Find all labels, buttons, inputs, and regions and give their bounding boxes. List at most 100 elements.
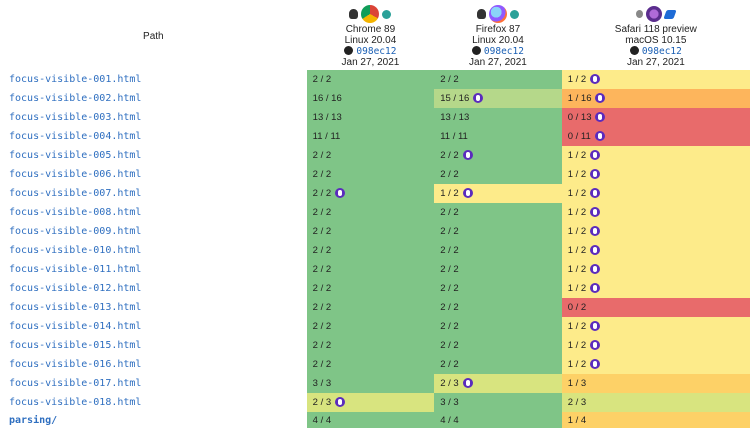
result-cell[interactable]: 1 / 2	[561, 241, 750, 260]
test-path-link[interactable]: focus-visible-016.html	[9, 359, 142, 370]
result-cell[interactable]: 13 / 13	[434, 108, 562, 127]
result-cell[interactable]: 1 / 16	[561, 89, 750, 108]
result-cell[interactable]: 2 / 2	[306, 336, 435, 355]
test-path-link[interactable]: focus-visible-003.html	[9, 112, 142, 123]
result-cell[interactable]: 2 / 2	[306, 241, 435, 260]
test-path-link[interactable]: focus-visible-017.html	[9, 378, 142, 389]
result-cell[interactable]: 1 / 2	[561, 279, 750, 298]
test-path-link[interactable]: focus-visible-006.html	[9, 169, 142, 180]
bug-icon[interactable]	[590, 74, 601, 84]
result-cell[interactable]: 16 / 16	[306, 89, 435, 108]
bug-icon[interactable]	[590, 283, 601, 293]
result-cell[interactable]: 1 / 2	[561, 184, 750, 203]
result-cell[interactable]: 1 / 2	[561, 355, 750, 374]
result-cell[interactable]: 0 / 11	[561, 127, 750, 146]
test-path-link[interactable]: focus-visible-005.html	[9, 150, 142, 161]
result-cell[interactable]: 2 / 2	[434, 146, 562, 165]
test-path-link[interactable]: focus-visible-013.html	[9, 302, 142, 313]
result-cell[interactable]: 1 / 2	[561, 317, 750, 336]
result-cell[interactable]: 0 / 13	[561, 108, 750, 127]
test-path-link[interactable]: focus-visible-007.html	[9, 188, 142, 199]
test-path-link[interactable]: focus-visible-002.html	[9, 93, 142, 104]
commit-link[interactable]: 098ec12	[641, 46, 682, 57]
bug-icon[interactable]	[595, 93, 606, 103]
directory-link[interactable]: parsing/	[9, 414, 58, 426]
result-cell[interactable]: 2 / 3	[306, 393, 435, 412]
bug-icon[interactable]	[595, 112, 606, 122]
result-cell[interactable]: 2 / 2	[434, 222, 562, 241]
result-cell[interactable]: 2 / 3	[561, 393, 750, 412]
result-cell[interactable]: 11 / 11	[434, 127, 562, 146]
result-cell[interactable]: 2 / 2	[306, 355, 435, 374]
result-cell[interactable]: 1 / 2	[561, 222, 750, 241]
bug-icon[interactable]	[590, 264, 601, 274]
result-cell[interactable]: 2 / 2	[306, 317, 435, 336]
result-cell[interactable]: 3 / 3	[306, 374, 435, 393]
bug-icon[interactable]	[590, 207, 601, 217]
test-path-link[interactable]: focus-visible-014.html	[9, 321, 142, 332]
bug-icon[interactable]	[594, 131, 605, 141]
result-cell[interactable]: 2 / 2	[434, 298, 562, 317]
test-path-link[interactable]: focus-visible-011.html	[9, 264, 142, 275]
result-cell[interactable]: 13 / 13	[306, 108, 435, 127]
test-path-link[interactable]: focus-visible-004.html	[9, 131, 142, 142]
result-cell[interactable]: 2 / 2	[306, 70, 435, 89]
result-cell[interactable]: 4 / 4	[434, 412, 562, 428]
result-cell[interactable]: 2 / 2	[434, 317, 562, 336]
result-cell[interactable]: 2 / 2	[434, 336, 562, 355]
result-cell[interactable]: 2 / 2	[306, 222, 435, 241]
test-path-link[interactable]: focus-visible-012.html	[9, 283, 142, 294]
bug-icon[interactable]	[590, 359, 601, 369]
result-cell[interactable]: 2 / 2	[306, 165, 435, 184]
result-cell[interactable]: 1 / 2	[561, 165, 750, 184]
test-path-link[interactable]: focus-visible-008.html	[9, 207, 142, 218]
bug-icon[interactable]	[590, 169, 601, 179]
result-cell[interactable]: 1 / 2	[561, 203, 750, 222]
bug-icon[interactable]	[590, 245, 601, 255]
result-cell[interactable]: 0 / 2	[561, 298, 750, 317]
bug-icon[interactable]	[335, 397, 346, 407]
result-cell[interactable]: 1 / 2	[561, 336, 750, 355]
commit-link[interactable]: 098ec12	[356, 46, 397, 57]
result-cell[interactable]: 11 / 11	[306, 127, 435, 146]
result-cell[interactable]: 1 / 2	[561, 146, 750, 165]
result-cell[interactable]: 2 / 2	[434, 203, 562, 222]
result-cell[interactable]: 1 / 4	[561, 412, 750, 428]
result-cell[interactable]: 2 / 2	[306, 146, 435, 165]
bug-icon[interactable]	[590, 150, 601, 160]
result-cell[interactable]: 2 / 2	[306, 184, 435, 203]
result-cell[interactable]: 2 / 2	[434, 165, 562, 184]
result-cell[interactable]: 2 / 2	[434, 355, 562, 374]
test-path-link[interactable]: focus-visible-010.html	[9, 245, 142, 256]
result-cell[interactable]: 1 / 3	[561, 374, 750, 393]
bug-icon[interactable]	[462, 378, 473, 388]
result-cell[interactable]: 4 / 4	[306, 412, 435, 428]
result-cell[interactable]: 1 / 2	[561, 70, 750, 89]
bug-icon[interactable]	[335, 188, 346, 198]
result-cell[interactable]: 15 / 16	[434, 89, 562, 108]
result-cell[interactable]: 2 / 2	[306, 279, 435, 298]
result-cell[interactable]: 2 / 2	[306, 298, 435, 317]
test-path-link[interactable]: focus-visible-015.html	[9, 340, 142, 351]
result-cell[interactable]: 3 / 3	[434, 393, 562, 412]
bug-icon[interactable]	[590, 321, 601, 331]
result-cell[interactable]: 2 / 2	[434, 260, 562, 279]
result-cell[interactable]: 1 / 2	[434, 184, 562, 203]
result-cell[interactable]: 2 / 2	[434, 70, 562, 89]
result-cell[interactable]: 2 / 3	[434, 374, 562, 393]
bug-icon[interactable]	[473, 93, 484, 103]
result-cell[interactable]: 2 / 2	[306, 203, 435, 222]
test-path-link[interactable]: focus-visible-018.html	[9, 397, 142, 408]
result-cell[interactable]: 2 / 2	[434, 279, 562, 298]
test-path-link[interactable]: focus-visible-009.html	[9, 226, 142, 237]
bug-icon[interactable]	[590, 226, 601, 236]
result-cell[interactable]: 2 / 2	[434, 241, 562, 260]
bug-icon[interactable]	[462, 150, 473, 160]
bug-icon[interactable]	[462, 188, 473, 198]
bug-icon[interactable]	[590, 188, 601, 198]
result-cell[interactable]: 2 / 2	[306, 260, 435, 279]
test-path-link[interactable]: focus-visible-001.html	[9, 74, 142, 85]
commit-link[interactable]: 098ec12	[483, 46, 524, 57]
result-cell[interactable]: 1 / 2	[561, 260, 750, 279]
bug-icon[interactable]	[590, 340, 601, 350]
